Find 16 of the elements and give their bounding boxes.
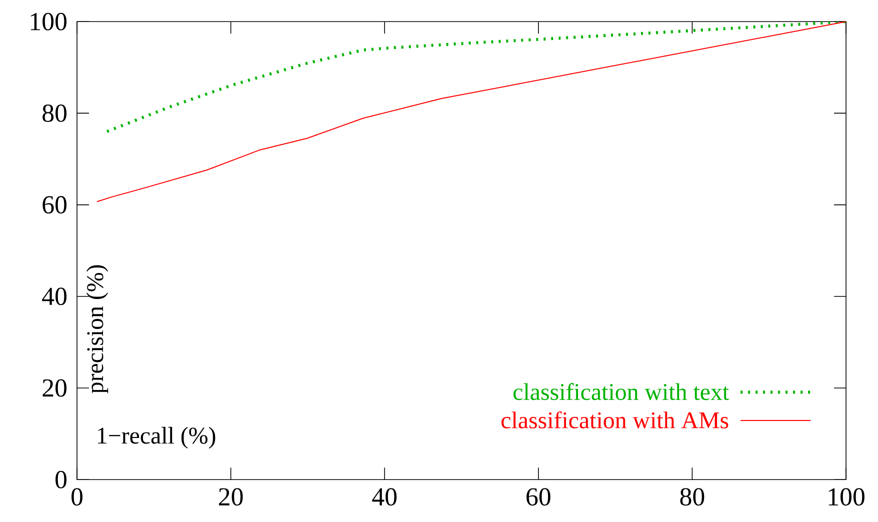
legend-label: classification with AMs xyxy=(502,411,728,428)
x-tick-label: 20 xyxy=(218,488,243,506)
y-tick-label: 60 xyxy=(42,196,66,214)
x-tick-label: 100 xyxy=(828,488,864,506)
y-tick-label: 100 xyxy=(30,12,66,30)
y-tick-label: 40 xyxy=(42,288,66,306)
y-tick-label: 80 xyxy=(42,104,66,122)
x-axis-title: 1−recall (%) xyxy=(98,426,216,449)
y-axis-title: precision (%) xyxy=(86,265,108,394)
x-tick-label: 60 xyxy=(526,488,550,506)
x-tick-label: 0 xyxy=(72,488,82,506)
x-tick-label: 80 xyxy=(680,488,704,506)
x-tick-label: 40 xyxy=(372,488,397,506)
y-tick-label: 20 xyxy=(42,379,66,397)
y-tick-label: 0 xyxy=(56,470,66,488)
legend-label: classification with text xyxy=(514,383,729,400)
